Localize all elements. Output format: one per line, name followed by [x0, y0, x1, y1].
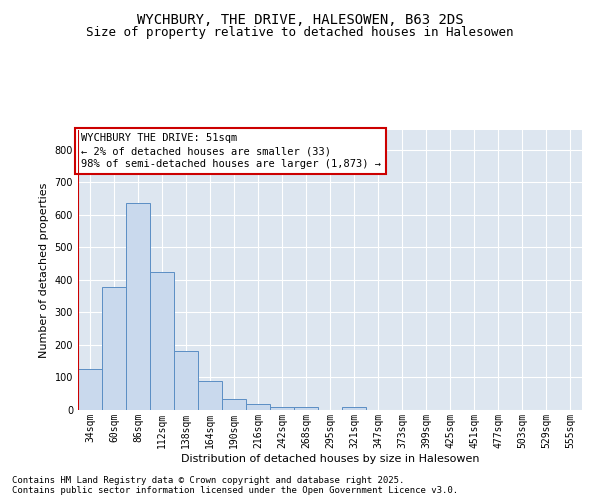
Bar [150, 272, 174, 410]
Bar [270, 406, 294, 410]
Bar [174, 350, 198, 410]
Text: Size of property relative to detached houses in Halesowen: Size of property relative to detached ho… [86, 26, 514, 39]
Y-axis label: Number of detached properties: Number of detached properties [39, 182, 49, 358]
Text: WYCHBURY, THE DRIVE, HALESOWEN, B63 2DS: WYCHBURY, THE DRIVE, HALESOWEN, B63 2DS [137, 12, 463, 26]
Text: Contains HM Land Registry data © Crown copyright and database right 2025.: Contains HM Land Registry data © Crown c… [12, 476, 404, 485]
Bar [78, 370, 102, 410]
Bar [102, 287, 126, 410]
Bar [342, 408, 366, 410]
Bar [222, 398, 246, 410]
Text: Contains public sector information licensed under the Open Government Licence v3: Contains public sector information licen… [12, 486, 458, 495]
Bar [246, 404, 270, 410]
X-axis label: Distribution of detached houses by size in Halesowen: Distribution of detached houses by size … [181, 454, 479, 464]
Bar [294, 408, 318, 410]
Bar [198, 380, 222, 410]
Text: WYCHBURY THE DRIVE: 51sqm
← 2% of detached houses are smaller (33)
98% of semi-d: WYCHBURY THE DRIVE: 51sqm ← 2% of detach… [80, 133, 380, 169]
Bar [126, 204, 150, 410]
